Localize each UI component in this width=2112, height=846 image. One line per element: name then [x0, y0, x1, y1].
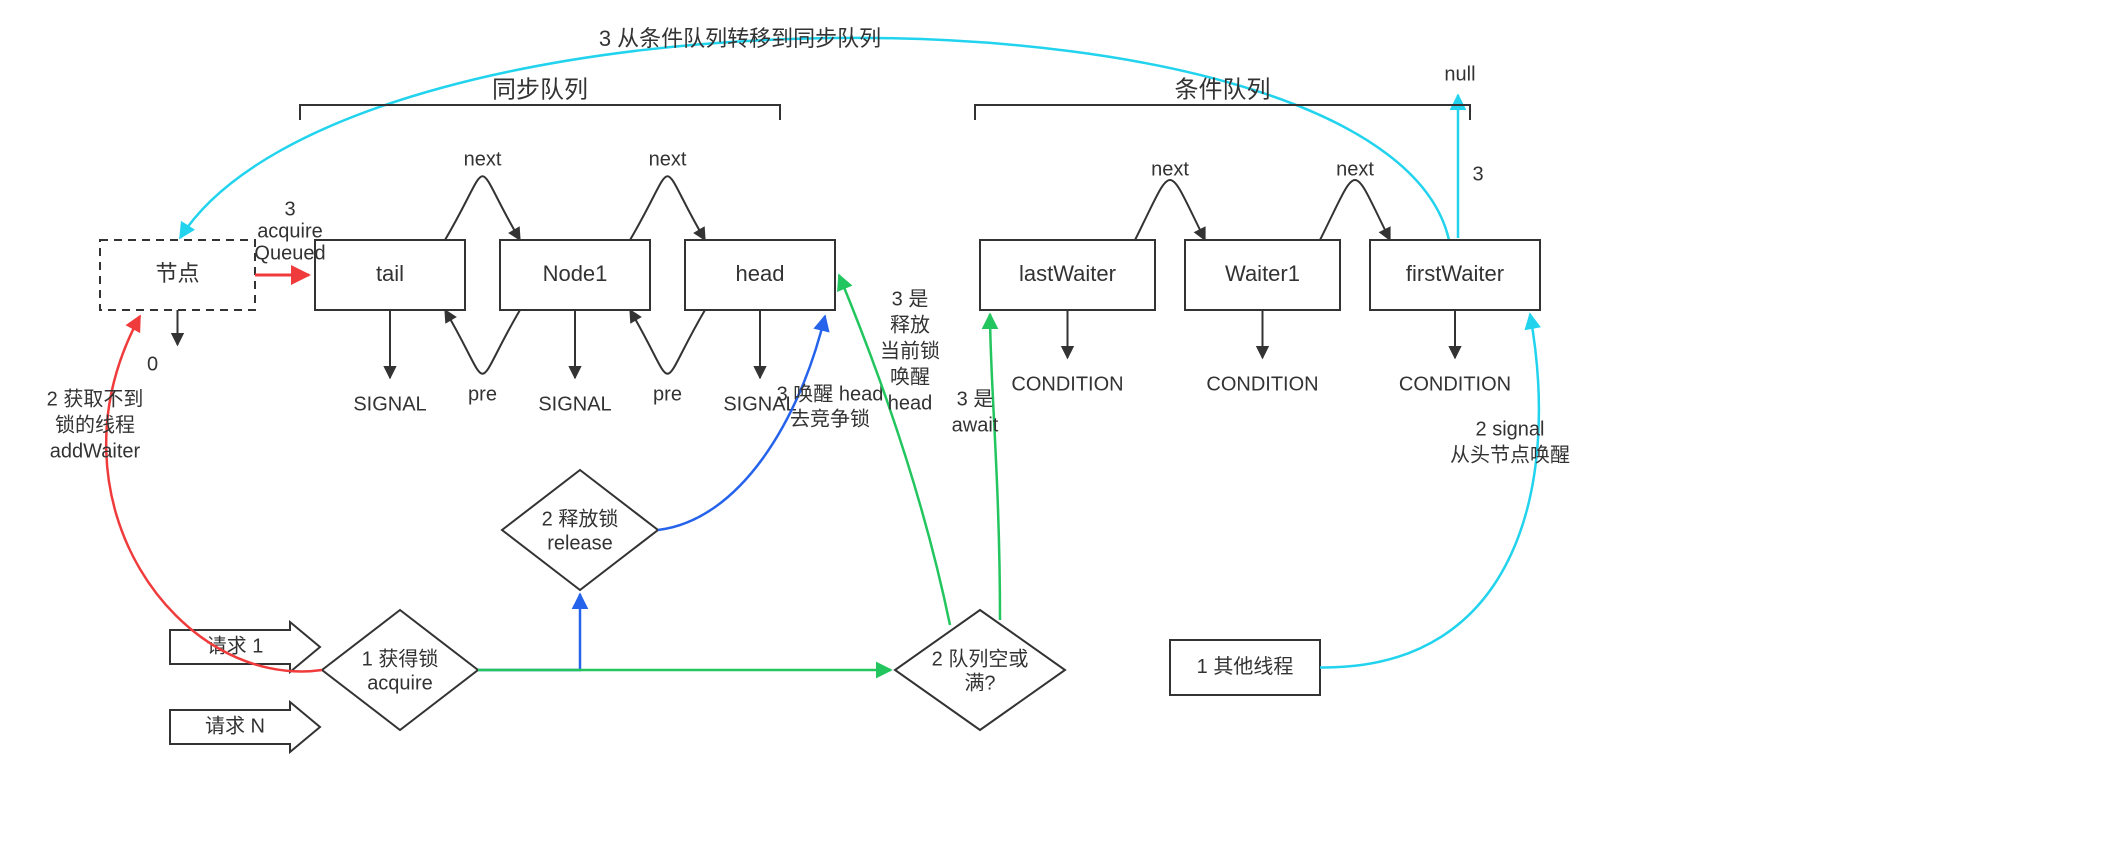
- label-rl1: 2 获取不到: [47, 387, 144, 410]
- label-sync-queue: 同步队列: [492, 76, 588, 103]
- label-relawait-1: 释放: [890, 313, 930, 336]
- label-aq2: acquire: [257, 220, 323, 242]
- label-signal-1: SIGNAL: [538, 393, 611, 415]
- label-zero: 0: [147, 353, 158, 375]
- diamond-acquire-l1: 1 获得锁: [362, 647, 439, 670]
- label-cond-next: next: [1151, 158, 1189, 180]
- diamond-acquire-l2: acquire: [367, 672, 433, 694]
- arrow-reqn-label: 请求 N: [205, 714, 265, 737]
- label-last: lastWaiter: [1019, 261, 1116, 286]
- bracket-cond: [975, 105, 1470, 120]
- diamond-queue-l1: 2 队列空或: [932, 647, 1029, 670]
- label-dashed: 节点: [155, 261, 199, 286]
- label-transfer: 3 从条件队列转移到同步队列: [599, 26, 881, 51]
- label-rl3: addWaiter: [50, 440, 141, 462]
- label-next: next: [464, 148, 502, 170]
- label-first: firstWaiter: [1406, 261, 1504, 286]
- label-pre: pre: [468, 383, 497, 405]
- label-relawait-0: 3 是: [892, 288, 929, 310]
- label-cond-first: CONDITION: [1399, 373, 1511, 395]
- label-aq1: 3: [284, 198, 295, 220]
- label-tail: tail: [376, 261, 404, 286]
- bracket-sync: [300, 105, 780, 120]
- label-aq3: Queued: [254, 242, 325, 264]
- label-relawait-2: 当前锁: [880, 339, 940, 362]
- edge-acq-to-rel: [478, 594, 580, 670]
- label-relawait-3: 唤醒: [890, 365, 930, 388]
- label-cond-next: next: [1336, 158, 1374, 180]
- label-three-up: 3: [1472, 163, 1483, 185]
- label-isawait1: 3 是: [957, 388, 994, 410]
- diamond-release-l2: release: [547, 532, 613, 554]
- edge-cond-next: [1320, 180, 1390, 240]
- label-other-thread: 1 其他线程: [1197, 655, 1294, 678]
- label-wake2: 去竞争锁: [790, 407, 870, 430]
- label-cond-waiter: CONDITION: [1206, 373, 1318, 395]
- label-null: null: [1444, 63, 1475, 85]
- label-sigwake2: 从头节点唤醒: [1450, 443, 1570, 466]
- edge-cond-next: [1135, 180, 1205, 240]
- label-cond-queue: 条件队列: [1175, 76, 1271, 103]
- edge-next: [445, 176, 520, 240]
- edge-signal-wake: [1320, 314, 1539, 668]
- edge-pre: [630, 310, 705, 374]
- label-relawait-4: head: [888, 392, 933, 414]
- label-wake1: 3 唤醒 head: [777, 382, 884, 405]
- diamond-queue-l2: 满?: [964, 671, 995, 694]
- edge-pre: [445, 310, 520, 374]
- diamond-release-l1: 2 释放锁: [542, 507, 619, 530]
- label-cond-last: CONDITION: [1011, 373, 1123, 395]
- edge-next: [630, 176, 705, 240]
- label-sigwake1: 2 signal: [1476, 418, 1545, 440]
- label-signal-0: SIGNAL: [353, 393, 426, 415]
- label-next: next: [649, 148, 687, 170]
- label-waiter: Waiter1: [1225, 261, 1300, 286]
- label-head: head: [736, 261, 785, 286]
- label-pre: pre: [653, 383, 682, 405]
- label-isawait2: await: [952, 414, 999, 436]
- edge-addwaiter: [106, 316, 322, 671]
- edge-queue-to-last: [990, 314, 1000, 620]
- edge-transfer-cyan: [180, 38, 1450, 245]
- label-node1: Node1: [543, 261, 608, 286]
- label-rl2: 锁的线程: [55, 413, 135, 436]
